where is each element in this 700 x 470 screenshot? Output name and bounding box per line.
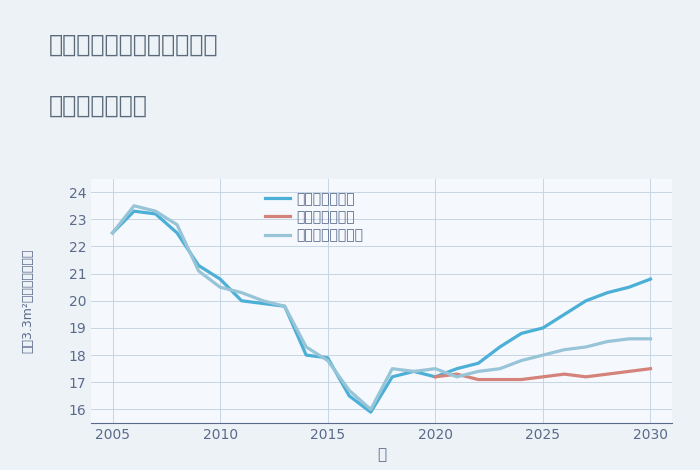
ノーマルシナリオ xyxy=(496,366,504,371)
グッドシナリオ xyxy=(496,344,504,350)
ノーマルシナリオ xyxy=(108,230,117,236)
Text: 兵庫県豊岡市出石町宮内の: 兵庫県豊岡市出石町宮内の xyxy=(49,33,218,57)
ノーマルシナリオ xyxy=(517,358,526,363)
ノーマルシナリオ xyxy=(130,203,138,209)
ノーマルシナリオ xyxy=(625,336,634,342)
ノーマルシナリオ xyxy=(259,298,267,304)
グッドシナリオ xyxy=(560,312,568,317)
グッドシナリオ xyxy=(539,325,547,331)
グッドシナリオ xyxy=(474,360,482,366)
バッドシナリオ xyxy=(625,368,634,374)
グッドシナリオ xyxy=(431,374,440,380)
バッドシナリオ xyxy=(646,366,654,371)
ノーマルシナリオ xyxy=(173,222,181,227)
グッドシナリオ xyxy=(625,284,634,290)
Legend: グッドシナリオ, バッドシナリオ, ノーマルシナリオ: グッドシナリオ, バッドシナリオ, ノーマルシナリオ xyxy=(260,188,368,247)
Line: グッドシナリオ: グッドシナリオ xyxy=(113,211,650,412)
Line: ノーマルシナリオ: ノーマルシナリオ xyxy=(113,206,650,409)
グッドシナリオ xyxy=(453,366,461,371)
バッドシナリオ xyxy=(453,371,461,377)
バッドシナリオ xyxy=(539,374,547,380)
Line: バッドシナリオ: バッドシナリオ xyxy=(435,368,650,380)
グッドシナリオ xyxy=(323,355,332,360)
バッドシナリオ xyxy=(431,374,440,380)
グッドシナリオ xyxy=(281,304,289,309)
グッドシナリオ xyxy=(195,263,203,268)
グッドシナリオ xyxy=(367,409,375,415)
グッドシナリオ xyxy=(646,276,654,282)
ノーマルシナリオ xyxy=(345,388,354,393)
バッドシナリオ xyxy=(560,371,568,377)
グッドシナリオ xyxy=(108,230,117,236)
グッドシナリオ xyxy=(410,368,418,374)
グッドシナリオ xyxy=(216,276,224,282)
グッドシナリオ xyxy=(302,352,310,358)
バッドシナリオ xyxy=(474,377,482,383)
ノーマルシナリオ xyxy=(237,290,246,296)
ノーマルシナリオ xyxy=(410,368,418,374)
ノーマルシナリオ xyxy=(367,407,375,412)
ノーマルシナリオ xyxy=(603,339,612,345)
バッドシナリオ xyxy=(517,377,526,383)
バッドシナリオ xyxy=(496,377,504,383)
ノーマルシナリオ xyxy=(323,358,332,363)
バッドシナリオ xyxy=(582,374,590,380)
グッドシナリオ xyxy=(345,393,354,399)
Text: 坪（3.3m²）単価（万円）: 坪（3.3m²）単価（万円） xyxy=(22,249,34,353)
ノーマルシナリオ xyxy=(431,366,440,371)
ノーマルシナリオ xyxy=(302,344,310,350)
ノーマルシナリオ xyxy=(195,268,203,274)
グッドシナリオ xyxy=(130,208,138,214)
ノーマルシナリオ xyxy=(474,368,482,374)
ノーマルシナリオ xyxy=(560,347,568,352)
ノーマルシナリオ xyxy=(216,284,224,290)
グッドシナリオ xyxy=(603,290,612,296)
グッドシナリオ xyxy=(151,211,160,217)
ノーマルシナリオ xyxy=(539,352,547,358)
X-axis label: 年: 年 xyxy=(377,447,386,462)
ノーマルシナリオ xyxy=(582,344,590,350)
ノーマルシナリオ xyxy=(388,366,396,371)
グッドシナリオ xyxy=(517,330,526,336)
グッドシナリオ xyxy=(173,230,181,236)
バッドシナリオ xyxy=(603,371,612,377)
ノーマルシナリオ xyxy=(151,208,160,214)
グッドシナリオ xyxy=(237,298,246,304)
ノーマルシナリオ xyxy=(453,374,461,380)
ノーマルシナリオ xyxy=(646,336,654,342)
Text: 土地の価格推移: 土地の価格推移 xyxy=(49,94,148,118)
グッドシナリオ xyxy=(388,374,396,380)
グッドシナリオ xyxy=(582,298,590,304)
ノーマルシナリオ xyxy=(281,304,289,309)
グッドシナリオ xyxy=(259,301,267,306)
